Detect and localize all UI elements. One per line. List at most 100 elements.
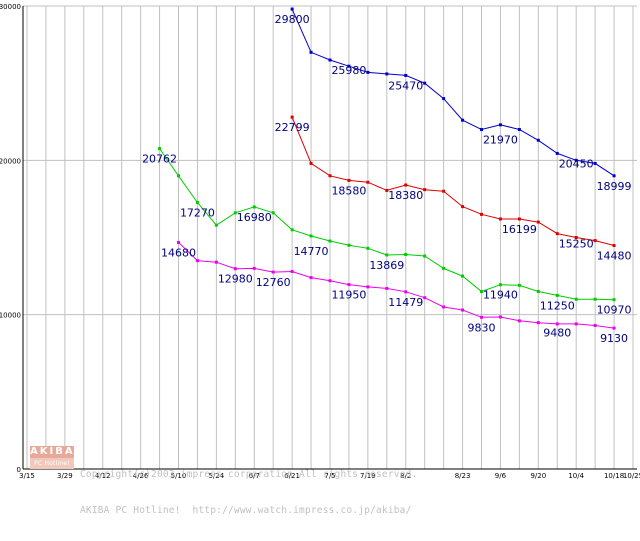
akiba-logo: AKIBA PC Hotline!	[30, 446, 74, 470]
x-tick-label: 4/12	[95, 472, 111, 480]
series-point-3	[385, 286, 389, 290]
series-point-0	[612, 174, 616, 178]
series-point-3	[177, 240, 180, 244]
series-point-3	[555, 322, 559, 326]
data-label: 14680	[161, 246, 196, 259]
series-point-1	[347, 178, 351, 182]
series-point-0	[290, 7, 294, 11]
series-point-3	[612, 326, 616, 330]
copyright-line: Copyright(c)2003 impress corporation All…	[80, 469, 418, 480]
x-tick-label: 9/6	[495, 472, 507, 480]
data-label: 20762	[142, 153, 177, 166]
series-point-3	[498, 315, 502, 319]
series-point-1	[593, 239, 597, 243]
series-point-2	[517, 283, 521, 287]
y-tick-label: 20000	[0, 157, 21, 165]
x-tick-label: 10/18	[604, 472, 624, 480]
x-tick-label: 8/2	[400, 472, 411, 480]
data-label: 12980	[218, 273, 253, 286]
x-tick-label: 10/4	[568, 472, 584, 480]
series-point-0	[404, 73, 408, 77]
data-label: 14770	[294, 245, 329, 258]
series-point-1	[612, 244, 616, 248]
series-point-0	[385, 72, 389, 76]
series-point-2	[574, 297, 578, 301]
series-point-1	[309, 161, 313, 165]
data-label: 11479	[388, 296, 423, 309]
series-point-1	[328, 174, 332, 178]
series-point-1	[498, 217, 502, 221]
x-tick-label: 4/26	[133, 472, 149, 480]
data-label: 25470	[388, 79, 423, 92]
data-label: 9480	[543, 327, 571, 340]
series-point-3	[442, 305, 446, 309]
site-url-line: AKIBA PC Hotline! http://www.watch.impre…	[80, 505, 412, 516]
series-point-1	[423, 188, 427, 192]
data-label: 10970	[597, 304, 632, 317]
series-point-0	[498, 123, 502, 127]
y-tick-label: 30000	[0, 3, 21, 11]
series-point-3	[404, 290, 408, 294]
series-point-0	[593, 161, 597, 165]
akiba-logo-bottom: PC Hotline!	[30, 458, 74, 469]
series-point-1	[517, 217, 521, 221]
series-point-1	[480, 212, 483, 216]
series-line-1	[291, 116, 615, 246]
series-point-2	[498, 283, 502, 287]
series-point-2	[461, 274, 465, 278]
x-tick-label: 5/24	[209, 472, 225, 480]
data-label: 12760	[256, 276, 291, 289]
series-point-3	[366, 285, 370, 289]
series-point-1	[290, 115, 294, 119]
series-point-1	[366, 180, 370, 184]
series-point-2	[593, 297, 597, 301]
data-label: 15250	[559, 238, 594, 251]
series-point-1	[385, 188, 389, 192]
series-point-3	[290, 269, 294, 273]
data-label: 14480	[597, 250, 632, 263]
series-point-0	[328, 58, 332, 62]
series-point-1	[536, 220, 540, 224]
y-tick-label: 0	[17, 466, 21, 474]
series-point-2	[612, 298, 616, 302]
data-label: 22799	[275, 121, 310, 134]
series-point-2	[328, 239, 332, 243]
x-tick-label: 7/5	[324, 472, 335, 480]
x-tick-label: 6/21	[284, 472, 300, 480]
series-point-2	[385, 253, 389, 257]
data-label: 9130	[600, 332, 628, 345]
series-point-3	[536, 321, 540, 325]
series-point-0	[480, 127, 483, 131]
series-point-0	[536, 138, 540, 142]
x-tick-label: 8/23	[455, 472, 471, 480]
series-point-1	[461, 205, 465, 209]
series-point-3	[309, 276, 313, 280]
series-point-0	[309, 50, 313, 54]
x-tick-label: 10/25	[623, 472, 640, 480]
data-label: 29800	[275, 13, 310, 26]
data-label: 11940	[483, 289, 518, 302]
series-point-0	[555, 151, 559, 155]
series-point-0	[366, 70, 370, 74]
data-label: 13869	[369, 259, 404, 272]
series-point-0	[461, 118, 465, 122]
series-point-0	[574, 158, 578, 162]
series-point-2	[233, 211, 237, 215]
series-point-3	[480, 315, 483, 319]
series-point-3	[252, 266, 256, 270]
series-point-2	[404, 252, 408, 256]
data-label: 9830	[468, 321, 496, 334]
x-tick-label: 5/10	[171, 472, 187, 480]
series-point-3	[233, 267, 237, 271]
series-point-3	[461, 308, 465, 312]
series-point-2	[195, 200, 199, 204]
data-label: 11250	[540, 299, 575, 312]
akiba-logo-top: AKIBA	[30, 446, 75, 458]
y-tick-label: 10000	[0, 312, 21, 320]
data-label: 17270	[180, 206, 215, 219]
series-point-1	[574, 236, 578, 239]
series-point-3	[271, 270, 275, 274]
data-label: 16199	[502, 223, 537, 236]
series-point-2	[271, 211, 275, 215]
series-point-2	[423, 254, 427, 258]
